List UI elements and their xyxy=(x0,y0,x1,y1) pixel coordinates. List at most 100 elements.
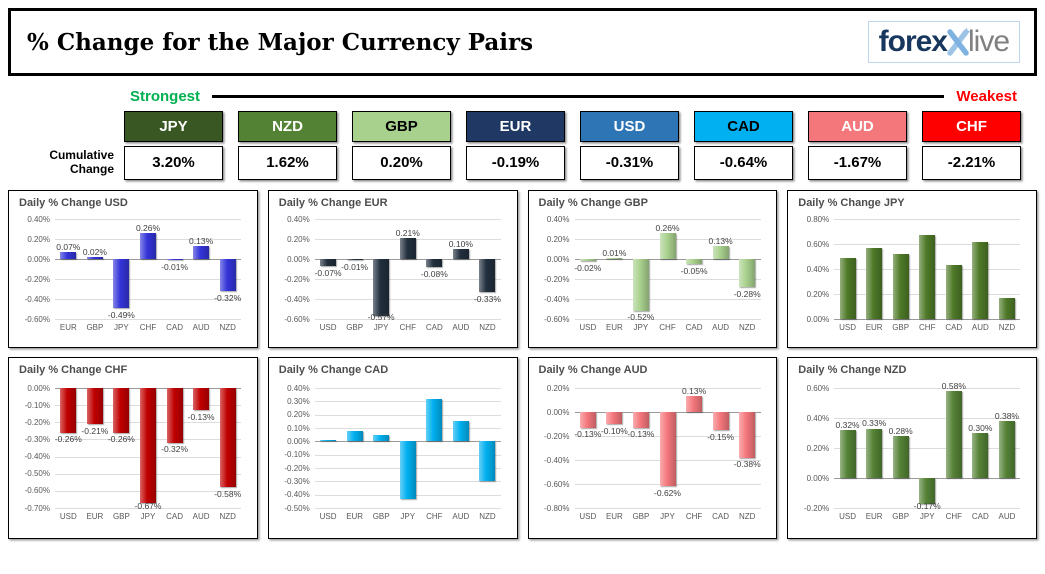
gridline xyxy=(314,508,501,509)
cumulative-box-usd: USD -0.31% xyxy=(580,111,679,180)
y-axis-tick: -0.40% xyxy=(24,294,50,304)
y-axis-tick: 0.20% xyxy=(546,383,570,393)
x-axis-label-aud-cad: CAD xyxy=(712,512,730,521)
bar-nzd-chf xyxy=(945,391,962,478)
x-axis-label-gbp-aud: AUD xyxy=(712,323,730,332)
bar-label-chf-gbp: -0.26% xyxy=(107,434,135,445)
chart-plot-gbp: 0.40% 0.20% 0.00% -0.20% -0.40% -0.60% -0.02% U… xyxy=(544,215,761,333)
x-axis-label-chf-usd: USD xyxy=(59,512,77,521)
cumulative-box-nzd: NZD 1.62% xyxy=(238,111,337,180)
cumulative-value-nzd: 1.62% xyxy=(238,146,337,180)
gridline xyxy=(834,219,1021,220)
chart-title-cad: Daily % Change CAD xyxy=(278,364,389,376)
gridline xyxy=(574,219,761,220)
y-axis-tick: 0.40% xyxy=(806,264,830,274)
x-axis-label-jpy-chf: CHF xyxy=(919,323,936,332)
x-axis-label-jpy-eur: EUR xyxy=(865,323,883,332)
bar-label-chf-cad: -0.32% xyxy=(161,444,189,455)
bar-gbp-nzd xyxy=(739,259,756,287)
gridline xyxy=(574,319,761,320)
chart-title-usd: Daily % Change USD xyxy=(19,197,128,209)
bar-jpy-eur xyxy=(866,247,883,320)
bar-aud-cad xyxy=(712,412,729,430)
x-axis-label-gbp-eur: EUR xyxy=(605,323,623,332)
bar-label-aud-cad: -0.15% xyxy=(707,431,735,442)
bar-label-eur-nzd: -0.33% xyxy=(473,293,501,304)
y-axis-tick: 0.20% xyxy=(27,234,50,244)
bar-label-chf-nzd: -0.58% xyxy=(214,488,242,499)
gridline xyxy=(314,388,501,389)
x-axis-label-cad-eur: EUR xyxy=(346,512,364,521)
chart-aud: Daily % Change AUD 0.20% 0.00% -0.20% -0.40%… xyxy=(527,357,778,539)
chart-cad: Daily % Change CAD 0.40% 0.30% 0.20% 0.10% 0.… xyxy=(267,357,518,539)
bar-eur-usd xyxy=(320,259,337,266)
gridline xyxy=(55,279,241,280)
cumulative-section: Cumulative Change JPY 3.20% NZD 1.62% GBP 0.2… xyxy=(16,111,1029,180)
bar-cad-usd xyxy=(320,440,337,442)
y-axis-tick: 0.00% xyxy=(287,254,310,264)
chart-plot-cad: 0.40% 0.30% 0.20% 0.10% 0.00% -0.10% -0.20% -0.… xyxy=(284,384,501,521)
bar-usd-eur xyxy=(60,252,77,259)
bar-label-nzd-aud: 0.38% xyxy=(994,410,1019,421)
cumulative-value-jpy: 3.20% xyxy=(124,146,223,180)
chart-title-eur: Daily % Change EUR xyxy=(278,197,388,209)
x-axis-label-usd-cad: CAD xyxy=(166,323,184,332)
header: % Change for the Major Currency Pairs fo… xyxy=(8,8,1037,76)
bar-aud-gbp xyxy=(632,412,649,428)
y-axis-tick: -0.40% xyxy=(284,294,310,304)
x-axis-label-jpy-gbp: GBP xyxy=(892,323,910,332)
cumulative-box-eur: EUR -0.19% xyxy=(466,111,565,180)
x-axis-label-nzd-chf: CHF xyxy=(945,512,963,521)
bar-usd-nzd xyxy=(219,259,236,291)
y-axis-tick: -0.10% xyxy=(24,400,50,410)
bar-label-eur-jpy: -0.57% xyxy=(367,312,395,322)
chart-plot-aud: 0.20% 0.00% -0.20% -0.40% -0.60% -0.80% -0.13%… xyxy=(544,384,761,522)
bar-label-gbp-nzd: -0.28% xyxy=(733,288,761,299)
bar-usd-aud xyxy=(193,246,210,259)
bar-nzd-gbp xyxy=(892,436,909,478)
bar-label-aud-chf: 0.13% xyxy=(682,385,707,396)
y-axis-tick: 0.10% xyxy=(287,423,310,433)
x-axis-label-chf-nzd: NZD xyxy=(219,512,236,521)
bar-jpy-nzd xyxy=(998,297,1015,320)
currency-code-cad: CAD xyxy=(694,111,793,142)
x-axis-label-nzd-gbp: GBP xyxy=(892,512,910,521)
bar-jpy-cad xyxy=(945,265,962,320)
x-axis-label-eur-cad: CAD xyxy=(425,323,443,332)
y-axis-tick: 0.00% xyxy=(27,254,50,264)
logo-text-forex: forex xyxy=(878,25,948,58)
bar-nzd-cad xyxy=(972,433,989,478)
chart-title-jpy: Daily % Change JPY xyxy=(798,197,905,209)
bar-label-chf-usd: -0.26% xyxy=(54,434,82,445)
y-axis-tick: -0.20% xyxy=(803,503,830,513)
bar-label-usd-chf: 0.26% xyxy=(135,222,161,233)
y-axis-tick: 0.60% xyxy=(806,239,830,249)
y-axis-tick: 0.40% xyxy=(287,214,310,224)
x-axis-label-jpy-cad: CAD xyxy=(945,323,963,332)
bar-label-nzd-jpy: -0.17% xyxy=(913,501,941,511)
y-axis-tick: 0.00% xyxy=(806,473,830,483)
y-axis-tick: -0.40% xyxy=(544,294,570,304)
x-axis-label-aud-chf: CHF xyxy=(685,512,703,521)
x-axis-label-eur-jpy: JPY xyxy=(373,323,389,332)
x-axis-label-eur-usd: USD xyxy=(319,323,337,332)
chart-title-aud: Daily % Change AUD xyxy=(538,364,648,376)
bar-gbp-eur xyxy=(606,258,623,259)
bar-label-eur-chf: 0.21% xyxy=(395,227,420,238)
x-axis-label-nzd-jpy: JPY xyxy=(919,512,935,521)
x-axis-label-nzd-eur: EUR xyxy=(865,512,883,521)
chart-chf: Daily % Change CHF 0.00% -0.10% -0.20% -0.30… xyxy=(8,357,258,539)
bar-gbp-aud xyxy=(712,246,729,259)
bar-label-gbp-cad: -0.05% xyxy=(680,265,708,276)
chart-plot-usd: 0.40% 0.20% 0.00% -0.20% -0.40% -0.60% 0.07% EU… xyxy=(25,215,242,333)
x-axis-label-chf-gbp: GBP xyxy=(112,512,130,521)
currency-code-eur: EUR xyxy=(466,111,565,142)
gridline xyxy=(55,299,241,300)
x-axis-label-eur-chf: CHF xyxy=(399,323,416,332)
cumulative-change-label: Cumulative Change xyxy=(49,148,114,176)
strongest-label: Strongest xyxy=(130,88,201,105)
logo-x-icon xyxy=(947,27,971,56)
bar-label-eur-usd: -0.07% xyxy=(314,267,342,278)
x-axis-label-gbp-chf: CHF xyxy=(659,323,676,332)
bar-cad-jpy xyxy=(399,441,416,499)
